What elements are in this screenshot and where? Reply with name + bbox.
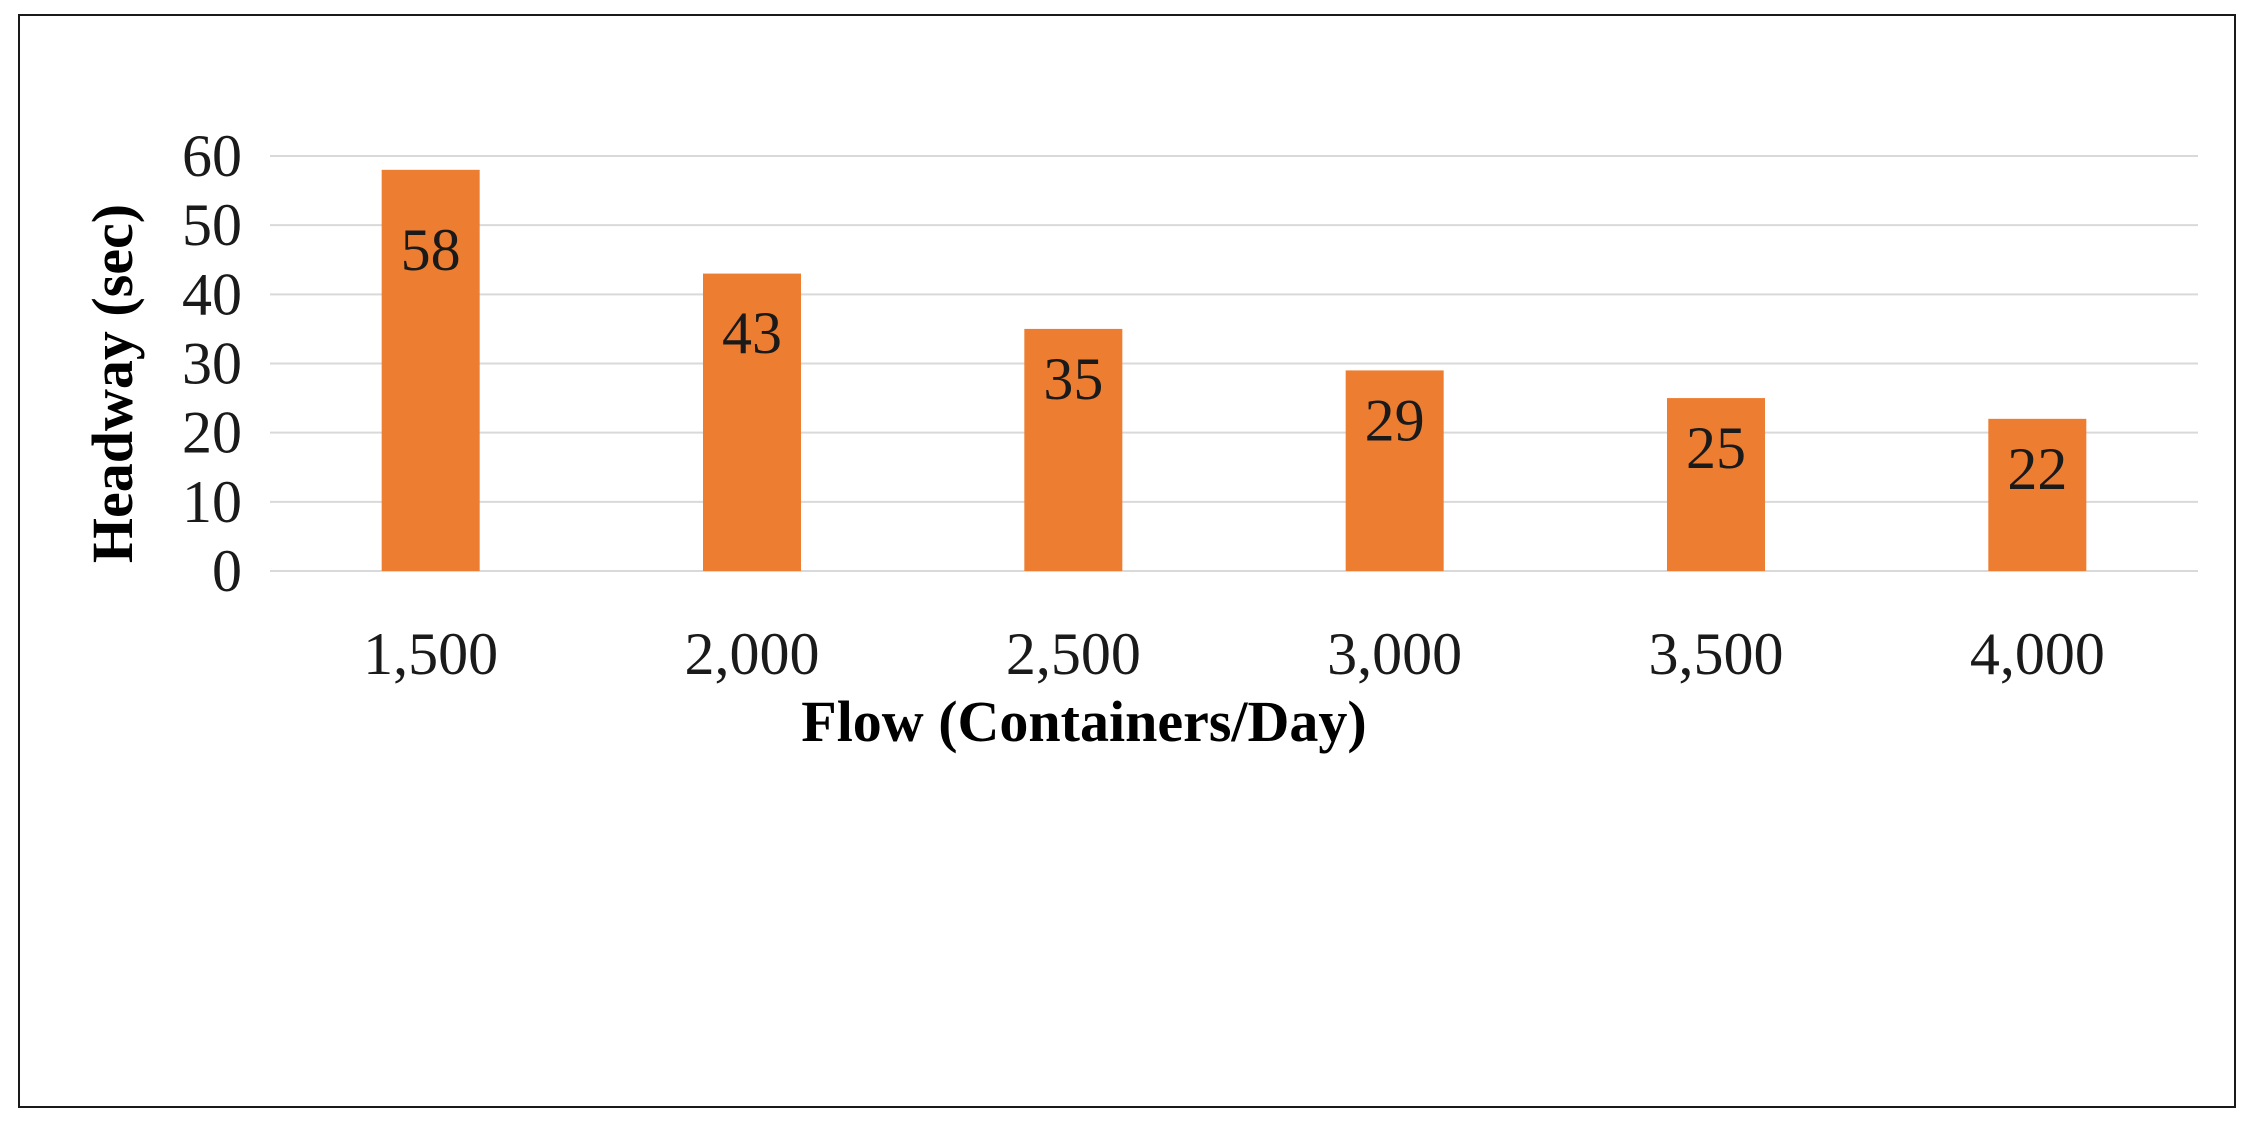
bar-3000 — [1345, 370, 1444, 571]
bar-2500 — [1024, 328, 1123, 571]
data-label-2000: 43 — [722, 300, 782, 366]
y-axis-title: Headway (sec) — [80, 204, 145, 563]
bars — [381, 169, 2087, 572]
y-tick-label-60: 60 — [182, 123, 242, 189]
x-tick-label-2500: 2,500 — [1006, 621, 1141, 687]
bar-3500 — [1666, 398, 1766, 571]
bar-2000 — [702, 273, 802, 571]
bar-1500 — [381, 169, 480, 572]
x-axis-title: Flow (Containers/Day) — [801, 689, 1366, 754]
y-tick-label-30: 30 — [182, 331, 242, 397]
y-tick-label-40: 40 — [182, 261, 242, 327]
data-label-2500: 35 — [1043, 346, 1103, 412]
x-tick-label-3500: 3,500 — [1649, 621, 1784, 687]
chart-frame: 0 10 20 30 40 50 60 1,500 2,000 2,500 3,000 3,500 4… — [18, 14, 2236, 1108]
x-tick-label-2000: 2,000 — [685, 621, 820, 687]
y-tick-label-20: 20 — [182, 400, 242, 466]
data-label-1500: 58 — [401, 217, 461, 283]
y-tick-label-0: 0 — [212, 538, 242, 604]
bar-4000 — [1988, 418, 2087, 571]
y-tick-label-10: 10 — [182, 469, 242, 535]
gridlines — [270, 155, 2198, 572]
x-tick-label-4000: 4,000 — [1970, 621, 2105, 687]
data-label-3000: 29 — [1365, 387, 1425, 453]
x-tick-label-3000: 3,000 — [1327, 621, 1462, 687]
y-tick-label-50: 50 — [182, 192, 242, 258]
x-tick-label-1500: 1,500 — [363, 621, 498, 687]
data-label-3500: 25 — [1686, 415, 1746, 481]
data-label-4000: 22 — [2007, 436, 2067, 502]
x-tick-labels: 1,500 2,000 2,500 3,000 3,500 4,000 — [363, 621, 2105, 687]
data-labels: 58 43 35 29 25 22 — [401, 217, 2068, 502]
